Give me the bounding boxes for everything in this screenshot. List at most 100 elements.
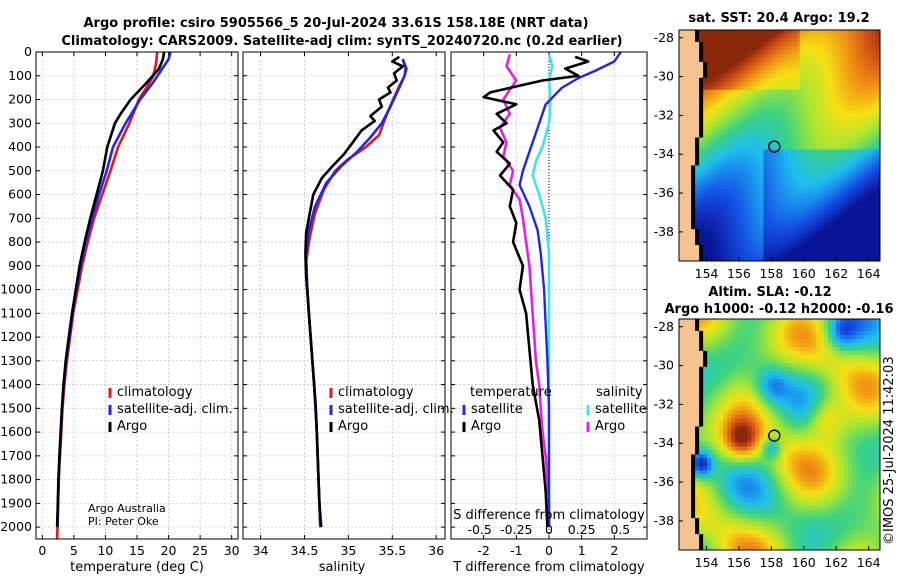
- map-cell: [699, 42, 704, 47]
- map-cell: [735, 90, 740, 95]
- map-cell: [800, 379, 805, 384]
- map-cell: [864, 359, 869, 364]
- map-cell: [864, 379, 869, 384]
- map-cell: [804, 319, 809, 324]
- map-cell: [723, 209, 728, 214]
- map-cell: [820, 161, 825, 166]
- climatology-line: [306, 59, 405, 527]
- map-cell: [699, 423, 704, 428]
- map-cell: [719, 122, 724, 127]
- map-cell: [767, 42, 772, 47]
- map-cell: [719, 169, 724, 174]
- map-cell: [780, 86, 785, 91]
- map-cell: [864, 423, 869, 428]
- map-cell: [860, 435, 865, 440]
- map-cell: [755, 169, 760, 174]
- map-cell: [832, 90, 837, 95]
- map-cell: [739, 435, 744, 440]
- map-cell: [751, 181, 756, 186]
- map-cell: [767, 189, 772, 194]
- map-cell: [771, 185, 776, 190]
- map-cell: [739, 30, 744, 35]
- map-cell: [743, 450, 748, 455]
- map-cell: [836, 319, 841, 324]
- map-cell: [775, 327, 780, 332]
- map-cell: [771, 327, 776, 332]
- map-cell: [723, 395, 728, 400]
- map-cell: [687, 442, 692, 447]
- map-cell: [796, 102, 801, 107]
- map-cell: [715, 435, 720, 440]
- map-cell: [788, 339, 793, 344]
- map-cell: [856, 411, 861, 416]
- map-cell: [836, 407, 841, 412]
- map-cell: [719, 371, 724, 376]
- map-cell: [767, 221, 772, 226]
- map-cell: [796, 130, 801, 135]
- map-cell: [784, 106, 789, 111]
- map-cell: [751, 359, 756, 364]
- map-cell: [784, 34, 789, 39]
- map-cell: [755, 335, 760, 340]
- map-cell: [848, 217, 853, 222]
- map-cell: [743, 169, 748, 174]
- map-cell: [836, 225, 841, 230]
- map-cell: [816, 185, 821, 190]
- map-cell: [679, 54, 684, 59]
- map-cell: [832, 118, 837, 123]
- depth-tick-label: 1800: [0, 472, 32, 487]
- map-cell: [775, 205, 780, 210]
- map-cell: [695, 62, 700, 67]
- map-cell: [808, 173, 813, 178]
- map-cell: [731, 78, 736, 83]
- map-cell: [852, 217, 857, 222]
- map-cell: [816, 233, 821, 238]
- map-cell: [868, 415, 873, 420]
- map-cell: [780, 343, 785, 348]
- map-cell: [679, 249, 684, 254]
- map-cell: [695, 30, 700, 35]
- map-cell: [747, 118, 752, 123]
- map-cell: [759, 209, 764, 214]
- map-cell: [715, 34, 720, 39]
- map-cell: [788, 58, 793, 63]
- map-cell: [852, 70, 857, 75]
- map-cell: [759, 82, 764, 87]
- map-cell: [683, 102, 688, 107]
- map-cell: [852, 177, 857, 182]
- legend-argo-label: Argo: [117, 419, 147, 434]
- map-cell: [860, 30, 865, 35]
- map-cell: [711, 102, 716, 107]
- map-cell: [763, 118, 768, 123]
- map-cell: [747, 62, 752, 67]
- map-cell: [683, 34, 688, 39]
- map-cell: [747, 331, 752, 336]
- map-cell: [824, 435, 829, 440]
- map-cell: [792, 450, 797, 455]
- map-cell: [739, 149, 744, 154]
- map-cell: [751, 173, 756, 178]
- map-cell: [788, 351, 793, 356]
- map-cell: [715, 138, 720, 143]
- map-cell: [703, 98, 708, 103]
- map-cell: [711, 415, 716, 420]
- map-cell: [755, 355, 760, 360]
- map-cell: [747, 94, 752, 99]
- map-cell: [844, 327, 849, 332]
- map-cell: [699, 98, 704, 103]
- map-cell: [788, 98, 793, 103]
- map-cell: [755, 383, 760, 388]
- float-owner-label: Argo Australia: [88, 502, 166, 515]
- map-cell: [699, 438, 704, 443]
- map-cell: [771, 225, 776, 230]
- map-cell: [735, 165, 740, 170]
- map-cell: [820, 403, 825, 408]
- map-cell: [808, 102, 813, 107]
- map-cell: [747, 375, 752, 380]
- map-cell: [747, 241, 752, 246]
- map-cell: [868, 118, 873, 123]
- map-cell: [727, 363, 732, 368]
- map-cell: [727, 415, 732, 420]
- map-cell: [755, 201, 760, 206]
- map-cell: [735, 351, 740, 356]
